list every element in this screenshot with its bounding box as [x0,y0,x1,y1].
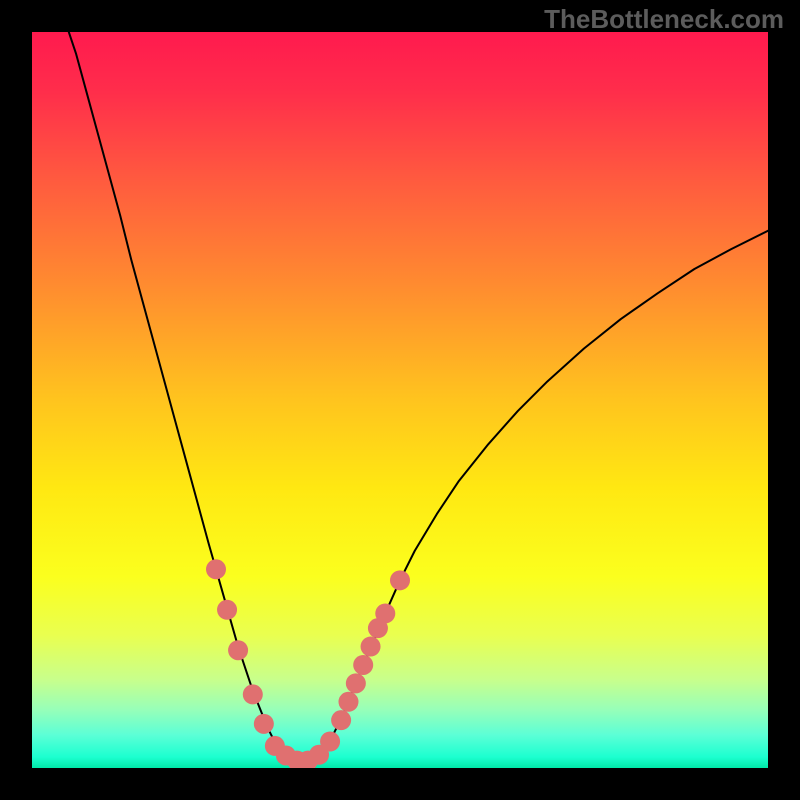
plot-area [32,32,768,768]
curve-marker [375,603,395,623]
gradient-background [32,32,768,768]
curve-marker [254,714,274,734]
plot-svg [32,32,768,768]
curve-marker [243,684,263,704]
curve-marker [320,732,340,752]
curve-marker [346,673,366,693]
curve-marker [353,655,373,675]
curve-marker [206,559,226,579]
chart-container: { "watermark": { "text": "TheBottleneck.… [0,0,800,800]
curve-marker [361,637,381,657]
curve-marker [228,640,248,660]
watermark-text: TheBottleneck.com [544,4,784,35]
curve-marker [217,600,237,620]
curve-marker [390,570,410,590]
curve-marker [331,710,351,730]
curve-marker [338,692,358,712]
